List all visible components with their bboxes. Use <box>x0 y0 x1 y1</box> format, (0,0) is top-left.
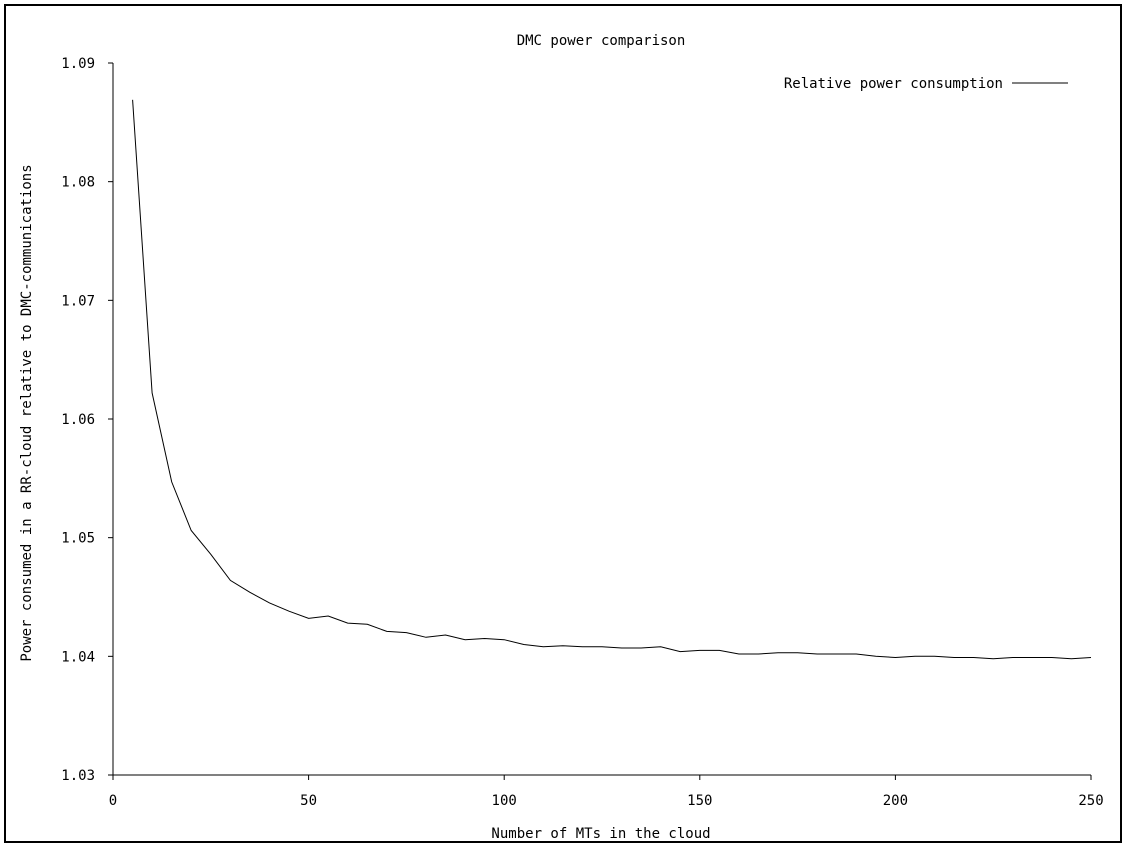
chart-frame <box>4 4 1122 843</box>
x-tick-label: 200 <box>883 793 908 809</box>
chart-title: DMC power comparison <box>517 33 686 49</box>
y-axis-label: Power consumed in a RR-cloud relative to… <box>19 164 35 661</box>
y-tick-label: 1.08 <box>61 175 95 191</box>
series-line <box>132 99 1092 660</box>
x-tick-label: 150 <box>687 793 712 809</box>
x-tick-label: 100 <box>492 793 517 809</box>
y-tick-label: 1.03 <box>61 768 95 784</box>
legend-label: Relative power consumption <box>784 76 1003 92</box>
x-tick-label: 0 <box>109 793 117 809</box>
legend: Relative power consumption <box>784 76 1068 92</box>
series-layer <box>132 99 1092 660</box>
y-tick-label: 1.09 <box>61 56 95 72</box>
y-tick-label: 1.07 <box>61 293 95 309</box>
x-tick-label: 250 <box>1078 793 1103 809</box>
axis-ticks: 0 50 100 150 200 250 1.03 1.04 1.05 1.06 1.07 1.08 1… <box>61 56 1103 809</box>
x-tick-label: 50 <box>300 793 317 809</box>
y-tick-label: 1.06 <box>61 412 95 428</box>
plot-axes <box>112 63 1091 776</box>
y-tick-label: 1.04 <box>61 649 95 665</box>
y-tick-label: 1.05 <box>61 531 95 547</box>
x-axis-label: Number of MTs in the cloud <box>491 826 710 842</box>
